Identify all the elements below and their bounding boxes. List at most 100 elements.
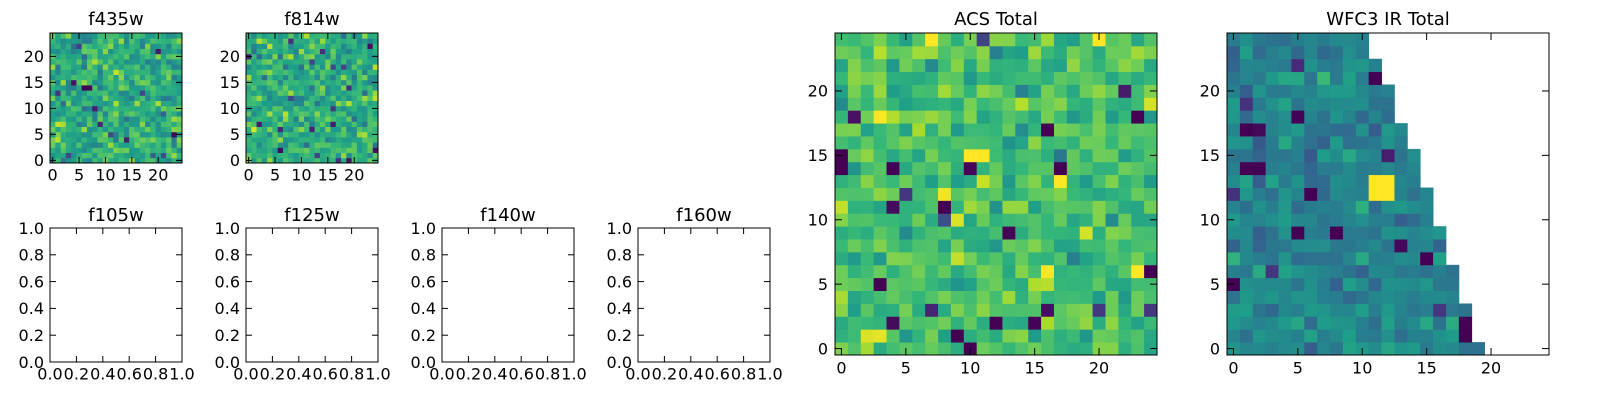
heatmap-cell (362, 100, 368, 107)
heatmap-cell (1053, 303, 1068, 317)
heatmap-cell (65, 152, 72, 159)
heatmap-cell (1239, 33, 1254, 47)
heatmap-cell (97, 43, 104, 49)
x-tick-label: 0 (1228, 359, 1238, 378)
heatmap-cell (277, 38, 284, 44)
heatmap-cell (1342, 277, 1357, 291)
heatmap-cell (256, 157, 263, 164)
heatmap-cell (1394, 290, 1408, 304)
heatmap-cell (1420, 277, 1434, 291)
heatmap-cell (1079, 329, 1093, 343)
heatmap-cell (1317, 213, 1331, 227)
heatmap-cell (925, 174, 939, 188)
heatmap-cell (150, 152, 156, 159)
heatmap-cell (176, 64, 183, 70)
heatmap-cell (1079, 58, 1093, 73)
heatmap-cell (71, 64, 77, 70)
heatmap-cell (1368, 174, 1382, 188)
heatmap-cell (886, 148, 900, 163)
heatmap-cell (1265, 342, 1279, 356)
heatmap-cell (171, 90, 178, 96)
heatmap-cell (1355, 213, 1370, 227)
heatmap-cell (1420, 239, 1434, 253)
heatmap-cell (899, 264, 913, 279)
heatmap-cell (367, 126, 374, 133)
heatmap-cell (362, 126, 368, 133)
heatmap-cell (267, 142, 273, 148)
heatmap-cell (938, 110, 952, 124)
heatmap-cell (1066, 303, 1081, 317)
heatmap-cell (860, 239, 875, 253)
heatmap-cell (277, 152, 284, 159)
heatmap-cell (129, 48, 135, 55)
heatmap-cell (356, 33, 363, 39)
heatmap-cell (976, 97, 990, 111)
heatmap-cell (267, 111, 273, 117)
heatmap-cell (71, 33, 77, 39)
heatmap-cell (938, 251, 952, 266)
heatmap-cell (261, 121, 268, 127)
heatmap-cell (372, 48, 379, 55)
heatmap-cell (55, 111, 61, 117)
heatmap-cell (873, 71, 887, 85)
heatmap-cell (1291, 303, 1305, 317)
heatmap-cell (282, 43, 289, 49)
heatmap-cell (925, 251, 939, 266)
heatmap-cell (1053, 277, 1068, 291)
heatmap-cell (1304, 97, 1318, 111)
heatmap-cell (938, 97, 952, 111)
heatmap-cell (108, 147, 114, 153)
heatmap-cell (963, 84, 978, 98)
heatmap-cell (1252, 58, 1267, 73)
heatmap-cell (272, 100, 279, 107)
heatmap-cell (86, 100, 93, 107)
heatmap-cell (912, 200, 926, 214)
heatmap-cell (1227, 161, 1241, 176)
heatmap-cell (1227, 71, 1241, 85)
heatmap-cell (330, 33, 337, 39)
heatmap-cell (1394, 239, 1408, 253)
heatmap-cell (71, 147, 77, 153)
heatmap-cell (319, 79, 326, 86)
heatmap-cell (246, 152, 252, 159)
heatmap-cell (319, 38, 326, 44)
heatmap-cell (989, 33, 1003, 47)
heatmap-cell (346, 147, 352, 153)
y-tick-label: 15 (24, 73, 44, 92)
heatmap-cell (261, 147, 268, 153)
heatmap-cell (1252, 136, 1267, 150)
heatmap-cell (92, 74, 98, 81)
heatmap-cell (899, 123, 913, 137)
heatmap-cell (1239, 110, 1254, 124)
heatmap-cell (989, 110, 1003, 124)
heatmap-cell (835, 123, 849, 137)
heatmap-cell (341, 152, 347, 159)
heatmap-cell (1118, 239, 1132, 253)
heatmap-cell (97, 95, 104, 101)
heatmap-cell (873, 290, 887, 304)
heatmap-cell (351, 142, 358, 148)
heatmap-cell (102, 43, 109, 49)
heatmap-cell (155, 95, 162, 101)
heatmap-cell (92, 43, 98, 49)
heatmap-cell (847, 226, 862, 240)
heatmap-cell (1105, 58, 1119, 73)
heatmap-cell (1445, 290, 1460, 304)
heatmap-cell (139, 121, 146, 127)
heatmap-cell (256, 147, 263, 153)
heatmap-cell (92, 157, 98, 164)
heatmap-cell (145, 64, 151, 70)
heatmap-cell (1445, 277, 1460, 291)
heatmap-cell (1381, 251, 1395, 266)
heatmap-cell (1239, 45, 1254, 60)
heatmap-cell (1342, 71, 1357, 85)
y-tick-label: 10 (1200, 211, 1220, 230)
heatmap-cell (1053, 123, 1068, 137)
heatmap-cell (102, 53, 109, 60)
heatmap-cell (899, 239, 913, 253)
heatmap-cell (1420, 187, 1434, 201)
heatmap-cell (912, 136, 926, 150)
heatmap-cell (1368, 342, 1382, 356)
heatmap-cell (1381, 239, 1395, 253)
heatmap-cell (76, 64, 83, 70)
